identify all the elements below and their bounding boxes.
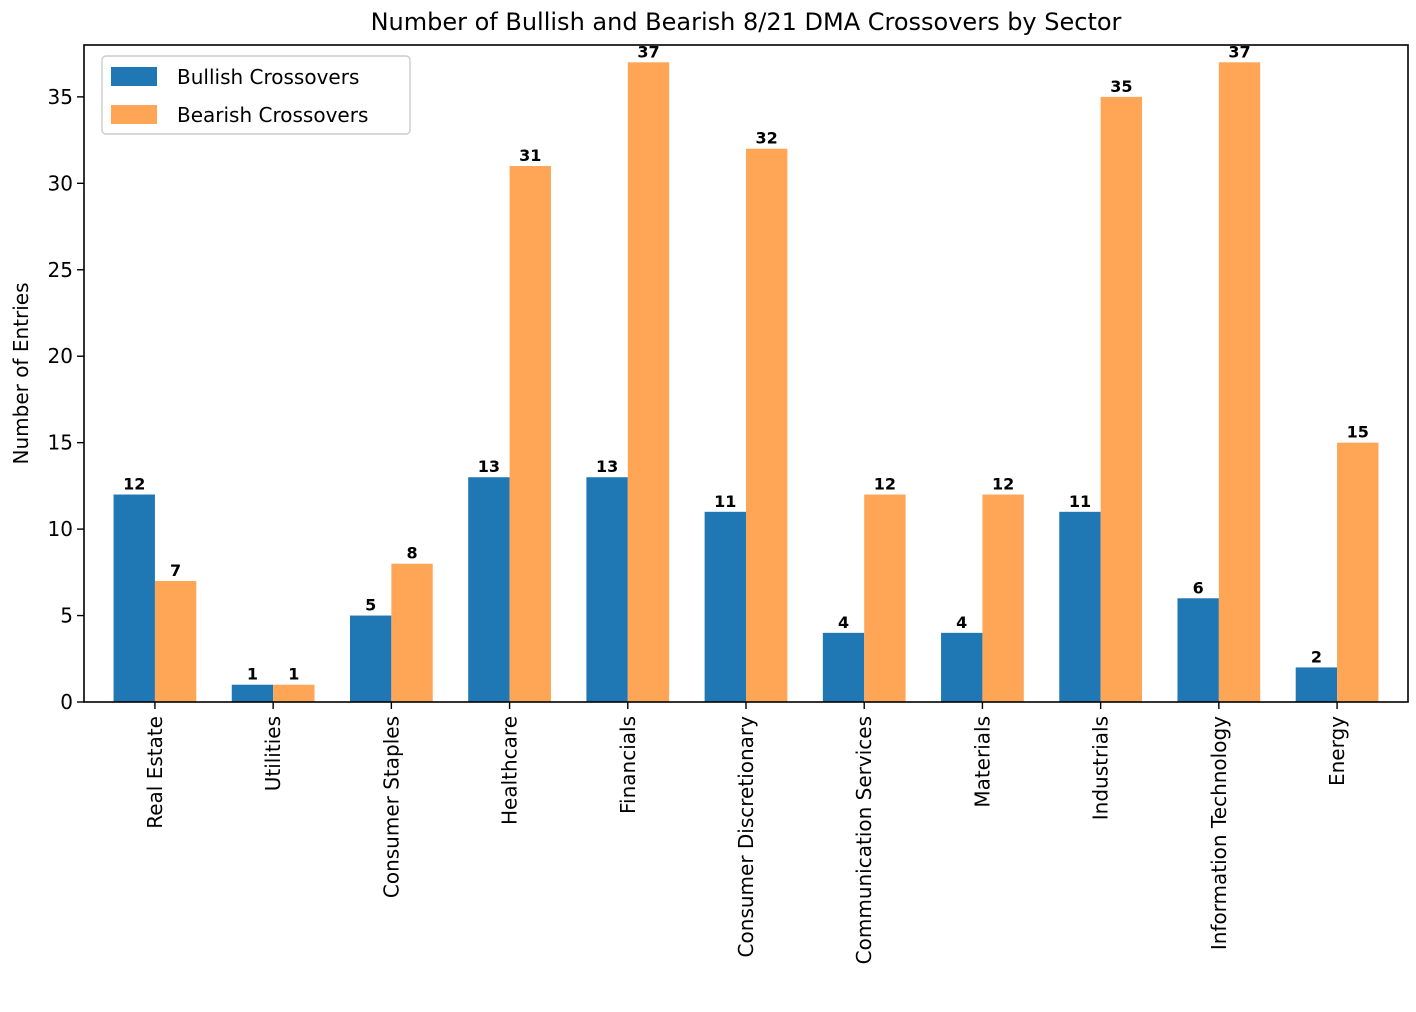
y-tick-label: 5 [60, 604, 73, 628]
bullish-legend-label: Bullish Crossovers [177, 65, 359, 89]
bearish-value-label: 7 [170, 561, 181, 580]
x-tick-label: Communication Services [852, 716, 876, 964]
bullish-legend-swatch [111, 67, 157, 86]
y-tick-label: 10 [48, 517, 73, 541]
x-tick-label: Information Technology [1207, 716, 1231, 950]
bullish-bar [822, 632, 865, 702]
x-tick-label: Materials [970, 716, 994, 808]
bearish-bar [982, 494, 1024, 702]
bearish-value-label: 15 [1347, 423, 1369, 442]
plot-frame [83, 44, 1409, 703]
y-tick-label: 25 [48, 258, 73, 282]
bullish-value-label: 11 [714, 492, 736, 511]
bearish-legend-swatch [111, 105, 157, 124]
y-tick-label: 20 [48, 344, 73, 368]
bearish-value-label: 12 [992, 475, 1014, 494]
x-axis-ticks: Real Estate Utilities Consumer Staples Heal… [143, 702, 1349, 964]
bullish-bar [468, 477, 510, 702]
bearish-bar [627, 62, 670, 702]
bearish-value-label: 32 [756, 129, 778, 148]
bearish-bar [1337, 442, 1379, 702]
bearish-bar [509, 166, 551, 703]
bullish-bar [113, 494, 155, 702]
bearish-bar [273, 684, 315, 702]
y-axis-ticks: 0 5 10 15 20 25 30 35 [48, 85, 84, 714]
y-axis-title: Number of Entries [9, 283, 33, 465]
bullish-bar [231, 684, 274, 702]
bearish-value-label: 8 [406, 544, 417, 563]
x-tick-label: Consumer Staples [379, 716, 403, 898]
y-tick-label: 15 [48, 431, 73, 455]
legend: Bullish Crossovers Bearish Crossovers [101, 55, 411, 135]
y-tick-label: 30 [48, 171, 73, 195]
bullish-bar [1177, 598, 1219, 702]
bearish-value-label: 12 [874, 475, 896, 494]
bearish-bar [864, 494, 906, 702]
bullish-bar [586, 477, 628, 702]
x-tick-label: Industrials [1089, 716, 1113, 820]
x-tick-label: Real Estate [143, 716, 167, 829]
bearish-bar [391, 563, 433, 702]
bearish-value-label: 37 [637, 42, 659, 61]
bullish-value-label: 4 [956, 613, 967, 632]
legend-box [101, 55, 411, 135]
bearish-bar [746, 148, 788, 703]
bullish-value-label: 1 [247, 665, 258, 684]
bullish-value-label: 12 [123, 475, 145, 494]
bullish-value-label: 4 [838, 613, 849, 632]
x-tick-label: Energy [1325, 716, 1349, 786]
bullish-bar [704, 511, 746, 702]
bullish-bar [1059, 511, 1101, 702]
x-tick-label: Utilities [261, 716, 285, 791]
x-tick-label: Healthcare [498, 716, 522, 825]
chart-title: Number of Bullish and Bearish 8/21 DMA C… [371, 8, 1122, 36]
x-tick-label: Consumer Discretionary [734, 716, 758, 958]
bullish-value-label: 11 [1069, 492, 1091, 511]
bearish-bar [1100, 96, 1143, 703]
bearish-value-label: 35 [1110, 77, 1132, 96]
bullish-value-label: 5 [365, 596, 376, 615]
bullish-bar [349, 615, 392, 702]
bullish-value-label: 2 [1311, 647, 1322, 666]
x-tick-label: Financials [616, 716, 640, 814]
bars [113, 62, 1379, 703]
bullish-value-label: 13 [478, 457, 500, 476]
bearish-value-label: 37 [1228, 42, 1250, 61]
bearish-value-label: 31 [519, 146, 541, 165]
bearish-bar [154, 580, 197, 702]
bullish-bar [1295, 667, 1338, 702]
y-tick-label: 0 [60, 690, 73, 714]
bullish-value-label: 6 [1193, 578, 1204, 597]
bearish-legend-label: Bearish Crossovers [177, 103, 368, 127]
bullish-bar [941, 632, 983, 702]
bearish-value-label: 1 [288, 665, 299, 684]
bullish-value-label: 13 [596, 457, 618, 476]
bearish-bar [1218, 62, 1261, 702]
y-tick-label: 35 [48, 85, 73, 109]
